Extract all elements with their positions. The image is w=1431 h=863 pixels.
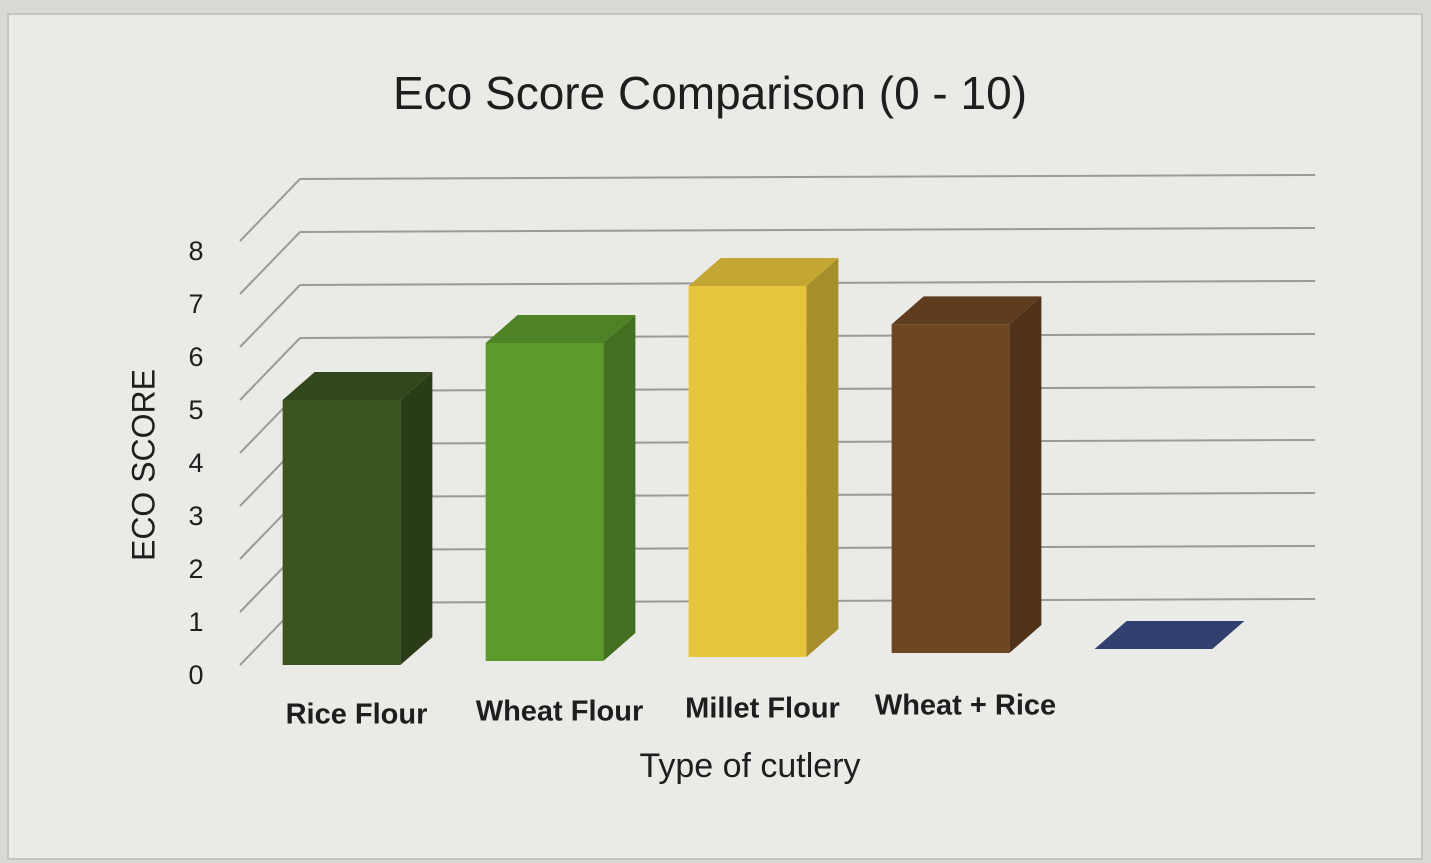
bar [688,258,839,657]
x-tick-label: Millet Flour [685,693,840,725]
bar-top [485,315,636,343]
x-tick-label: Rice Flour [286,699,428,731]
bar-side [603,315,636,661]
x-tick-label: Wheat + Rice [875,690,1056,722]
bar [891,296,1042,653]
bar-side [806,258,839,657]
grid-line [239,337,301,401]
bar-top [1094,621,1245,649]
y-tick-label: 2 [188,554,203,584]
bar-front [282,400,401,665]
bar-top [891,296,1042,325]
grid-line [299,227,1316,233]
bar-side [400,372,433,665]
grid-line [239,284,301,348]
bar-front [688,286,807,657]
y-axis-title: ECO SCORE [125,369,161,561]
x-axis-title: Type of cutlery [639,747,860,785]
grid-line [239,231,301,295]
grid-line [239,178,301,242]
y-tick-label: 6 [188,342,203,372]
bar [1094,621,1245,649]
grid-line [299,174,1316,180]
y-tick-label: 3 [188,501,203,531]
bar-top [688,258,839,286]
bar-top [282,372,433,400]
chart-title: Eco Score Comparison (0 - 10) [393,67,1027,119]
bar-side [1009,296,1042,653]
bar-front [891,324,1010,653]
y-tick-label: 5 [188,395,203,425]
y-tick-label: 4 [188,448,203,478]
x-tick-label: Wheat Flour [476,696,644,728]
bar-front [485,343,604,661]
y-tick-label: 8 [188,236,203,266]
y-tick-label: 0 [188,660,203,690]
y-tick-label: 1 [188,607,203,637]
bar [282,372,433,665]
y-tick-label: 7 [188,289,203,319]
bar [485,315,636,661]
plot-area: 0 1 2 3 4 5 6 7 8 Rice Flour Wheat Flour Millet Flo… [188,174,1316,731]
